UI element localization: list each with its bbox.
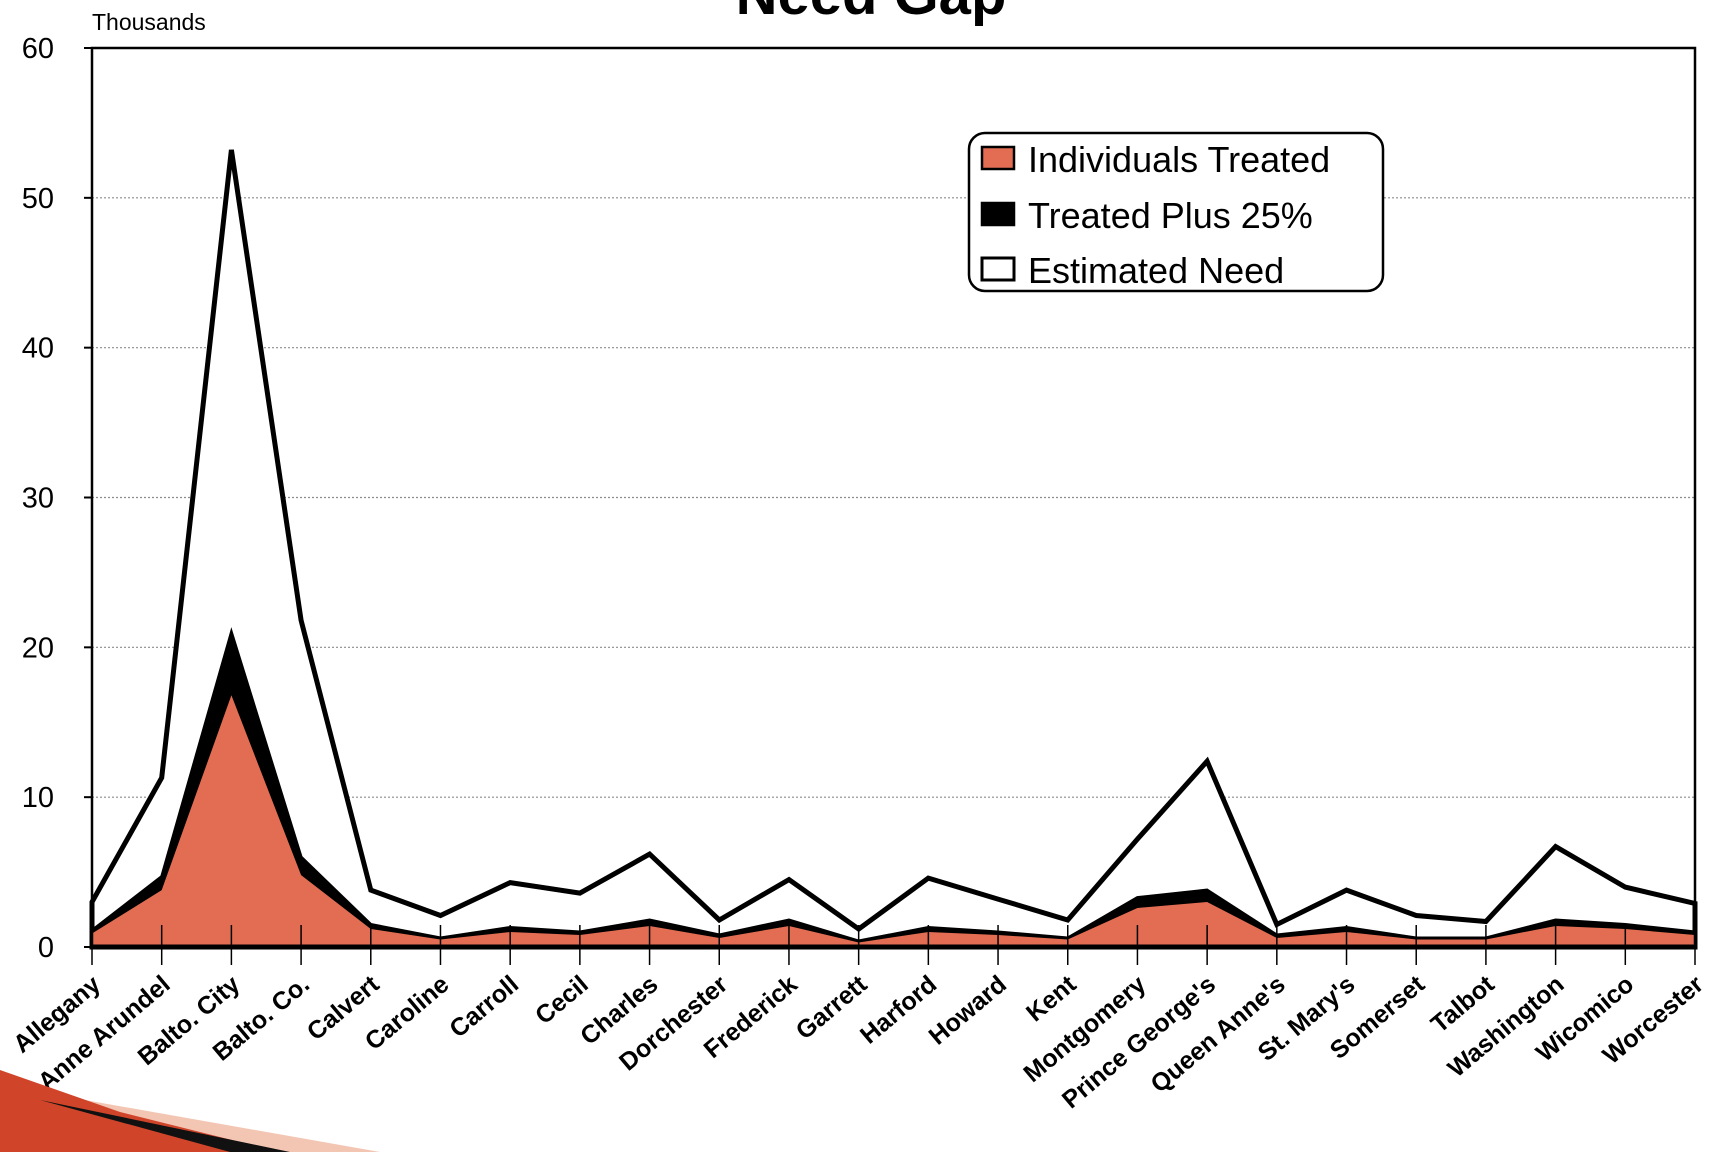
gridlines: [92, 197, 1695, 798]
legend-label-treated-plus-25: Treated Plus 25%: [1028, 195, 1313, 236]
x-tick-label: Kent: [1021, 970, 1082, 1028]
legend-label-estimated-need: Estimated Need: [1028, 250, 1284, 291]
legend-swatch-estimated-need: [980, 256, 1016, 282]
y-tick-label: 40: [22, 333, 54, 365]
y-tick-label: 10: [22, 782, 54, 814]
x-tick-label: Howard: [924, 970, 1012, 1050]
x-tick-label: Harford: [855, 970, 942, 1049]
y-tick-label: 50: [22, 183, 54, 215]
y-tick-label: 30: [22, 483, 54, 515]
y-tick-label: 60: [22, 33, 54, 65]
y-axis: 0 10 20 30 40 50 60: [22, 33, 92, 964]
legend-swatch-individuals-treated: [980, 145, 1016, 171]
legend-label-individuals-treated: Individuals Treated: [1028, 139, 1330, 180]
units-label: Thousands: [92, 9, 206, 35]
corner-decoration: [0, 1070, 380, 1152]
legend-swatch-treated-plus-25: [980, 201, 1016, 227]
legend: Individuals Treated Treated Plus 25% Est…: [967, 131, 1385, 293]
decoration-red-wedge: [0, 1070, 280, 1152]
decoration-black-wedge: [40, 1100, 290, 1152]
area-layers: [89, 149, 1698, 950]
chart-title: Need Gap: [736, 0, 1007, 27]
area-estimated-need: [89, 149, 1698, 950]
y-tick-label: 20: [22, 632, 54, 664]
x-tick-label: Carroll: [444, 970, 524, 1043]
legend-box: [967, 131, 1385, 293]
area-individuals-treated: [92, 695, 1695, 947]
y-tick-label: 0: [38, 932, 54, 964]
